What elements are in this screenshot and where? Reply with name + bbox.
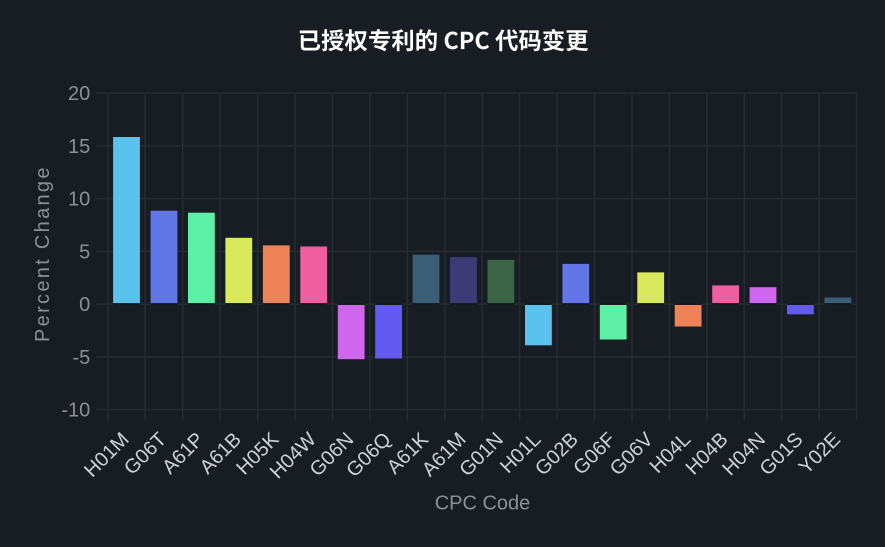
svg-text:15: 15 [68, 136, 90, 158]
svg-text:G06T: G06T [120, 428, 171, 479]
svg-text:5: 5 [79, 242, 90, 264]
svg-text:A61P: A61P [158, 428, 208, 478]
svg-text:10: 10 [68, 189, 90, 211]
svg-text:G06V: G06V [606, 428, 658, 480]
svg-text:20: 20 [68, 83, 90, 105]
svg-text:G01S: G01S [756, 428, 808, 480]
svg-text:-10: -10 [61, 400, 90, 422]
svg-text:-5: -5 [73, 347, 91, 369]
svg-text:G02B: G02B [531, 428, 583, 480]
svg-text:CPC Code: CPC Code [435, 493, 531, 515]
svg-text:Y02E: Y02E [795, 428, 845, 478]
svg-text:H01M: H01M [80, 428, 133, 481]
svg-text:Percent Change: Percent Change [32, 165, 54, 342]
svg-text:0: 0 [79, 294, 90, 316]
svg-text:G01N: G01N [455, 428, 508, 481]
